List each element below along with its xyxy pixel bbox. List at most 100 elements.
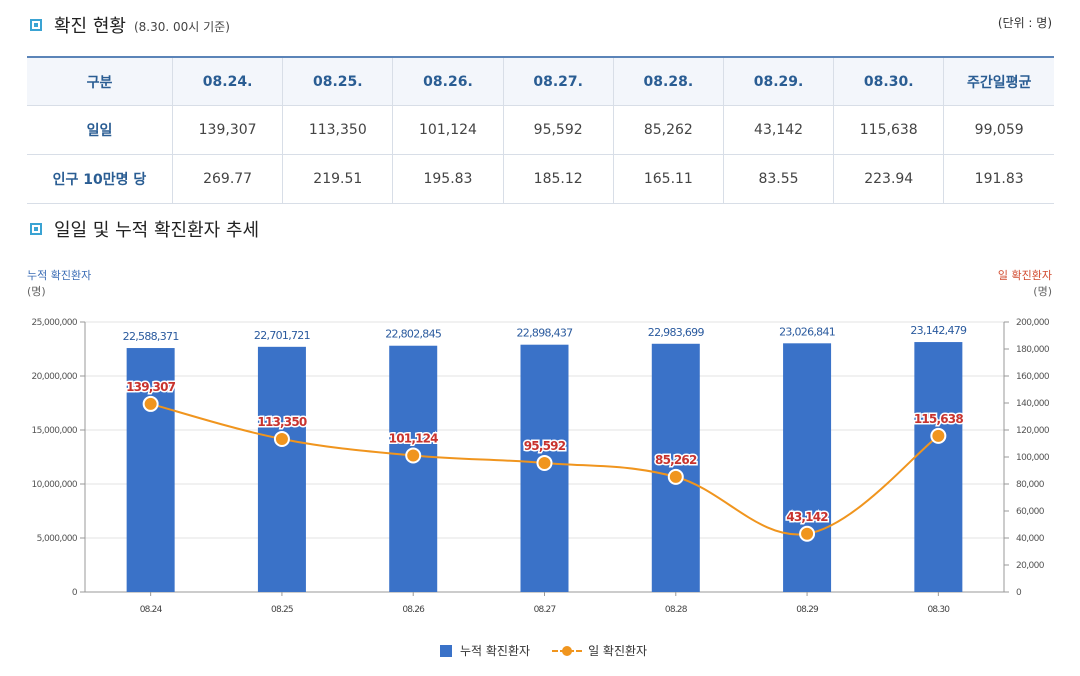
bar-value-label: 22,802,845 xyxy=(385,328,442,341)
bar xyxy=(257,346,306,592)
bar xyxy=(126,348,175,592)
line-point xyxy=(667,468,684,485)
line-value-label: 43,142 xyxy=(786,510,828,524)
x-tick-label: 08.24 xyxy=(140,605,163,615)
table-cell: 185.12 xyxy=(502,154,614,204)
table-cell: 219.51 xyxy=(282,154,393,204)
bar-value-label: 22,588,371 xyxy=(123,330,179,343)
trend-section-header: 일일 및 누적 확진환자 추세 xyxy=(30,216,259,242)
right-tick-label: 120,000 xyxy=(1016,426,1050,436)
bar xyxy=(389,345,438,592)
x-tick-label: 08.27 xyxy=(534,605,556,615)
table-row-per-100k: 인구 10만명 당 269.77 219.51 195.83 185.12 16… xyxy=(27,154,1054,204)
left-tick-label: 10,000,000 xyxy=(31,480,77,490)
table-cell: 95,592 xyxy=(502,105,614,155)
status-section-header: 확진 현황 (8.30. 00시 기준) xyxy=(30,12,230,38)
line-point xyxy=(930,427,947,444)
bar xyxy=(651,343,700,592)
right-tick-label: 80,000 xyxy=(1016,480,1045,490)
right-axis-unit: (명) xyxy=(1033,285,1052,298)
x-tick-label: 08.26 xyxy=(402,605,425,615)
table-row-daily: 일일 139,307 113,350 101,124 95,592 85,262… xyxy=(27,105,1054,155)
status-table: 구분 08.24. 08.25. 08.26. 08.27. 08.28. 08… xyxy=(27,56,1054,204)
left-tick-label: 20,000,000 xyxy=(31,372,77,382)
table-header-cell: 08.29. xyxy=(722,56,834,106)
right-axis-title: 일 확진환자 (명) xyxy=(998,268,1052,300)
right-tick-label: 100,000 xyxy=(1016,453,1050,463)
bar xyxy=(914,342,963,592)
line-value-label: 85,262 xyxy=(655,453,697,467)
table-cell: 269.77 xyxy=(171,154,283,204)
section-bullet-icon xyxy=(30,19,42,31)
table-cell: 139,307 xyxy=(171,105,283,155)
line-value-label: 139,307 xyxy=(126,380,176,394)
table-header-row: 구분 08.24. 08.25. 08.26. 08.27. 08.28. 08… xyxy=(27,56,1054,106)
right-axis-label: 일 확진환자 xyxy=(997,269,1052,282)
line-point xyxy=(273,430,290,447)
table-header-cell: 08.27. xyxy=(502,56,614,106)
line-value-label: 95,592 xyxy=(524,439,566,453)
legend-line-label: 일 확진환자 xyxy=(588,644,648,658)
table-header-cell: 주간일평균 xyxy=(943,56,1054,106)
line-value-label: 101,124 xyxy=(389,431,439,445)
table-header-cell: 구분 xyxy=(27,56,173,106)
left-tick-label: 5,000,000 xyxy=(37,534,78,544)
x-tick-label: 08.25 xyxy=(271,605,293,615)
table-cell: 99,059 xyxy=(943,105,1054,155)
line-point xyxy=(536,454,553,471)
left-tick-label: 0 xyxy=(72,588,78,598)
right-tick-label: 20,000 xyxy=(1016,561,1045,571)
row-label: 일일 xyxy=(27,105,173,155)
left-axis-title: 누적 확진환자 (명) xyxy=(27,268,91,300)
trend-chart: 0 5,000,000 10,000,000 15,000,000 20,000,000… xyxy=(31,318,1050,615)
right-tick-label: 60,000 xyxy=(1016,507,1045,517)
legend-bar-swatch xyxy=(440,644,452,657)
legend-bar-label: 누적 확진환자 xyxy=(460,644,531,658)
bar-value-label: 23,142,479 xyxy=(910,324,967,337)
x-tick-label: 08.28 xyxy=(665,605,688,615)
left-axis-unit: (명) xyxy=(27,285,46,298)
status-title: 확진 현황 xyxy=(54,16,126,37)
section-bullet-icon xyxy=(30,223,42,235)
right-tick-label: 200,000 xyxy=(1016,318,1050,328)
left-axis-label: 누적 확진환자 xyxy=(27,269,92,282)
trend-title: 일일 및 누적 확진환자 추세 xyxy=(54,220,260,241)
table-header-cell: 08.30. xyxy=(833,56,944,106)
table-header-cell: 08.24. xyxy=(171,56,283,106)
left-tick-label: 15,000,000 xyxy=(31,426,77,436)
table-cell: 191.83 xyxy=(943,154,1054,204)
table-cell: 223.94 xyxy=(833,154,944,204)
unit-label: (단위 : 명) xyxy=(997,16,1052,30)
line-point xyxy=(799,525,816,542)
row-label: 인구 10만명 당 xyxy=(27,154,173,204)
table-cell: 101,124 xyxy=(392,105,504,155)
right-tick-label: 40,000 xyxy=(1016,534,1045,544)
legend-line-swatch xyxy=(552,645,583,657)
table-cell: 115,638 xyxy=(833,105,944,155)
x-tick-label: 08.30 xyxy=(927,605,950,615)
table-header-cell: 08.28. xyxy=(612,56,724,106)
line-value-label: 113,350 xyxy=(257,415,307,429)
line-point xyxy=(405,447,422,464)
x-tick-label: 08.29 xyxy=(796,605,819,615)
table-cell: 83.55 xyxy=(722,154,834,204)
line-value-label: 115,638 xyxy=(914,412,964,426)
table-cell: 165.11 xyxy=(612,154,724,204)
table-header-cell: 08.26. xyxy=(392,56,504,106)
line-point xyxy=(142,395,159,412)
bar-value-label: 22,701,721 xyxy=(254,329,310,342)
right-tick-label: 0 xyxy=(1016,588,1022,598)
table-cell: 113,350 xyxy=(282,105,393,155)
bar-value-label: 22,898,437 xyxy=(517,327,574,340)
chart-legend: 누적 확진환자 일 확진환자 xyxy=(440,642,647,659)
table-cell: 85,262 xyxy=(612,105,724,155)
table-header-cell: 08.25. xyxy=(282,56,393,106)
left-tick-label: 25,000,000 xyxy=(31,318,77,328)
right-tick-label: 140,000 xyxy=(1016,399,1050,409)
status-note: (8.30. 00시 기준) xyxy=(133,20,230,34)
bar xyxy=(783,343,832,592)
right-tick-label: 180,000 xyxy=(1016,345,1050,355)
table-cell: 195.83 xyxy=(392,154,504,204)
right-tick-label: 160,000 xyxy=(1016,372,1050,382)
table-cell: 43,142 xyxy=(722,105,834,155)
